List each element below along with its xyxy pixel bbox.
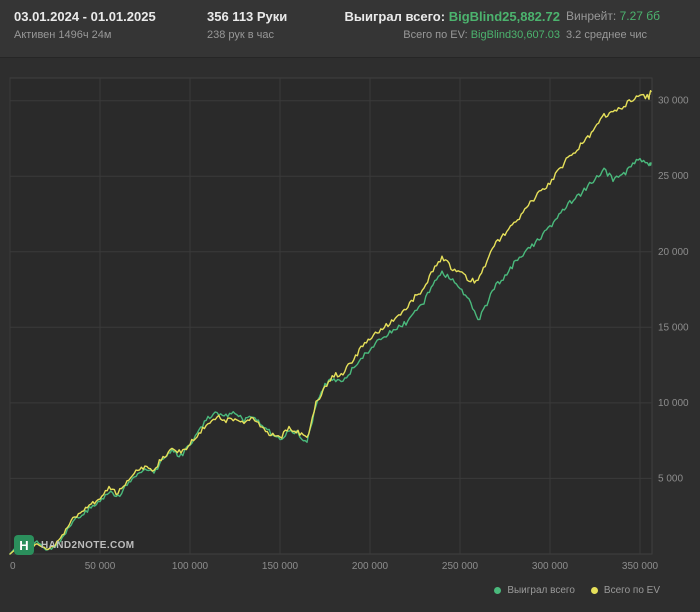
winnings-block: Выиграл всего: BigBlind25,882.72 Всего п… (345, 9, 561, 42)
stats-header: 03.01.2024 - 01.01.2025 Активен 1496ч 24… (0, 0, 700, 58)
won-total-value: BigBlind25,882.72 (448, 9, 560, 24)
hand2note-logo: H HAND2NOTE.COM (14, 535, 135, 555)
plot-area (9, 77, 653, 555)
x-axis-tick-label: 300 000 (532, 561, 569, 572)
x-axis-tick-label: 250 000 (442, 561, 479, 572)
legend-label-ev-total: Всего по EV (603, 585, 660, 596)
legend-item-ev-total[interactable]: Всего по EV (590, 585, 660, 596)
y-axis-tick-label: 25 000 (658, 171, 689, 182)
session-period-block: 03.01.2024 - 01.01.2025 Активен 1496ч 24… (14, 9, 156, 42)
ev-total-label: Всего по EV: (403, 29, 468, 41)
logo-text: HAND2NOTE.COM (41, 539, 135, 551)
chart-legend: Выиграл всего Всего по EV (494, 585, 660, 596)
winrate-sub: 3.2 среднее чис (566, 29, 648, 41)
ev-total-value: BigBlind30,607.03 (470, 29, 560, 41)
active-time: Активен 1496ч 24м (14, 29, 112, 41)
hand2note-logo-icon: H (14, 535, 34, 555)
legend-dot-green-icon (494, 587, 502, 594)
winrate-value: 7.27 бб (619, 9, 660, 23)
y-axis-tick-label: 10 000 (658, 398, 689, 409)
hands-count: 356 113 Руки (207, 9, 288, 24)
x-axis-tick-label: 350 000 (622, 561, 659, 572)
y-axis-tick-label: 5 000 (658, 473, 683, 484)
x-axis-tick-label: 150 000 (262, 561, 299, 572)
x-axis-tick-label: 0 (10, 561, 16, 572)
x-axis-tick-label: 100 000 (172, 561, 209, 572)
hands-per-hour: 238 рук в час (207, 29, 275, 41)
x-axis-tick-label: 200 000 (352, 561, 389, 572)
series-line-won-total (9, 157, 652, 555)
won-total-label: Выиграл всего: (344, 9, 446, 24)
legend-dot-yellow-icon (590, 587, 598, 594)
x-axis-tick-label: 50 000 (85, 561, 116, 572)
y-axis-tick-label: 20 000 (658, 247, 689, 258)
winrate-label: Винрейт: (566, 9, 617, 23)
legend-item-won-total[interactable]: Выиграл всего (494, 585, 575, 596)
legend-label-won-total: Выиграл всего (507, 585, 575, 596)
date-range: 03.01.2024 - 01.01.2025 (14, 9, 156, 24)
series-line-ev-total (9, 90, 652, 555)
winrate-block: Винрейт: 7.27 бб 3.2 среднее чис (566, 9, 700, 42)
y-axis-tick-label: 15 000 (658, 322, 689, 333)
hands-block: 356 113 Руки 238 рук в час (207, 9, 287, 42)
y-axis-tick-label: 30 000 (658, 96, 689, 107)
